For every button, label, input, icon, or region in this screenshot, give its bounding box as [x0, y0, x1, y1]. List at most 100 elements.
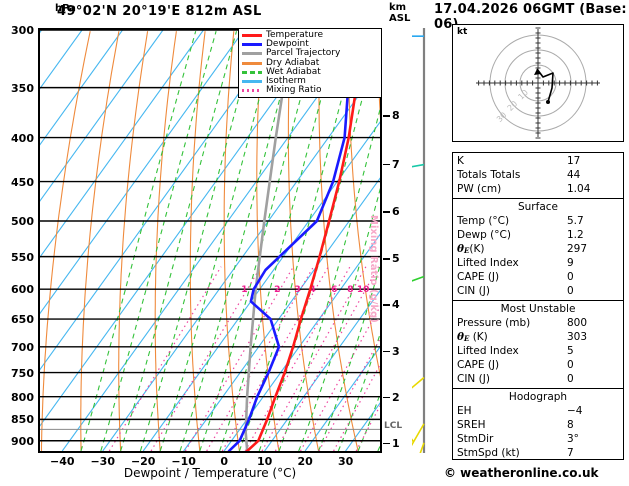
table-row-value: 0 — [567, 271, 574, 283]
legend-item: Dewpoint — [242, 40, 378, 49]
wind-barb — [419, 442, 425, 453]
legend-label: Isotherm — [266, 76, 306, 87]
pressure-tick-label: 550 — [11, 250, 34, 264]
height-tick-mark — [383, 163, 390, 166]
height-unit-km: km — [389, 2, 407, 13]
legend-item: Parcel Trajectory — [242, 49, 378, 58]
legend-label: Parcel Trajectory — [266, 48, 341, 59]
pressure-tick-label: 500 — [11, 214, 34, 228]
table-row: Dewp (°C) 1.2 — [453, 228, 623, 242]
legend-color-swatch — [242, 52, 262, 56]
svg-text:10: 10 — [357, 285, 370, 295]
table-row-label: CAPE (J) — [457, 359, 500, 371]
table-section-surface: Surface Temp (°C) 5.7 Dewp (°C) 1.2 θE(K) 297 L… — [453, 199, 623, 301]
table-row: Temp (°C) 5.7 — [453, 214, 623, 228]
legend-item: Mixing Ratio — [242, 86, 378, 95]
lcl-marker: LCL — [384, 421, 403, 431]
table-row-value: 0 — [567, 285, 574, 297]
table-row-label: Dewp (°C) — [457, 229, 511, 241]
table-row-label: Lifted Index — [457, 257, 519, 269]
height-tick-mark — [383, 442, 390, 445]
table-row-value: 1.04 — [567, 183, 591, 195]
height-tick-mark — [383, 350, 390, 353]
legend-item: Temperature — [242, 31, 378, 40]
hodograph-trace — [536, 68, 554, 103]
table-row-label: CIN (J) — [457, 373, 490, 385]
wind-barb — [412, 275, 425, 282]
hodograph-ring-label: 10 — [516, 88, 530, 102]
footer-credit: © weatheronline.co.uk — [444, 466, 599, 480]
pressure-tick-label: 750 — [11, 366, 34, 380]
table-section-header: Hodograph — [508, 391, 568, 403]
table-section-most-unstable: Most Unstable Pressure (mb) 800 θE (K) 303 Li… — [453, 301, 623, 389]
table-row: EH −4 — [453, 404, 623, 418]
pressure-tick-label: 900 — [11, 434, 34, 448]
table-row: Lifted Index 9 — [453, 256, 623, 270]
height-unit-label: km ASL — [389, 2, 410, 24]
legend-label: Temperature — [266, 30, 324, 41]
height-tick-label: 1 — [392, 436, 400, 450]
table-row-label: Temp (°C) — [457, 215, 510, 227]
dry-adiabat-lines — [40, 31, 380, 451]
table-row: θE (K) 303 — [453, 330, 623, 344]
table-row-value: 1.2 — [567, 229, 584, 241]
table-row: CAPE (J) 0 — [453, 270, 623, 284]
legend-item: Wet Adiabat — [242, 67, 378, 77]
mixing-ratio-axis-title: Mixing Ratio (g/kg) — [368, 215, 379, 323]
legend-label: Dry Adiabat — [266, 57, 320, 68]
table-row-label: SREH — [457, 419, 486, 431]
table-row-value: 0 — [567, 359, 574, 371]
table-row: Lifted Index 5 — [453, 344, 623, 358]
table-row-value: 800 — [567, 317, 588, 329]
table-section-hodograph: Hodograph EH −4 SREH 8 StmDir 3° StmSpd (kt) 7 — [453, 389, 623, 462]
table-row: StmDir 3° — [453, 432, 623, 446]
table-row-value: 0 — [567, 373, 574, 385]
mixing-ratio-labels: 1 2 3 4 6 8 10 — [241, 285, 369, 295]
svg-text:4: 4 — [309, 285, 315, 295]
pressure-tick-label: 350 — [11, 81, 34, 95]
pressure-tick-label: 800 — [11, 390, 34, 404]
table-row-value: 8 — [567, 419, 574, 431]
table-row-label: Totals Totals — [457, 169, 521, 181]
temperature-tick-label: −10 — [171, 455, 196, 468]
legend-item: Dry Adiabat — [242, 57, 378, 68]
sounding-indices-table: K 17 Totals Totals 44 PW (cm) 1.04 Surface Tem… — [452, 152, 624, 460]
legend-color-swatch — [242, 43, 262, 47]
height-tick-label: 4 — [392, 298, 400, 312]
svg-text:6: 6 — [331, 285, 337, 295]
hodograph-arrow — [534, 69, 541, 75]
dewpoint-curve — [227, 30, 351, 451]
legend-label: Mixing Ratio — [266, 85, 322, 96]
table-row-value: 297 — [567, 243, 588, 255]
wind-barb-column — [412, 28, 426, 453]
table-row-label: StmDir — [457, 433, 494, 445]
height-tick-mark — [383, 304, 390, 306]
pressure-tick-label: 650 — [11, 313, 34, 327]
skewt-plot[interactable]: 1 2 3 4 6 8 10 — [38, 28, 382, 453]
legend-label: Dewpoint — [266, 39, 309, 50]
wind-barb — [412, 35, 424, 37]
table-row-value: 17 — [567, 155, 581, 167]
page-title: 49°02'N 20°19'E 812m ASL — [57, 4, 262, 19]
height-tick-mark — [383, 396, 390, 399]
mixing-ratio-lines — [108, 266, 380, 451]
svg-text:3: 3 — [294, 285, 300, 295]
hodograph-panel[interactable]: kt 10 20 30 — [452, 24, 624, 142]
table-row-label: θE (K) — [457, 331, 488, 343]
legend-item: Isotherm — [242, 77, 378, 86]
table-row-value: 7 — [567, 447, 574, 459]
height-tick-label: 3 — [392, 344, 400, 358]
table-row: StmSpd (kt) 7 — [453, 446, 623, 460]
table-row-label: Pressure (mb) — [457, 317, 531, 329]
height-tick-mark — [383, 115, 390, 117]
pressure-tick-label: 600 — [11, 283, 34, 297]
legend-color-swatch — [242, 61, 262, 65]
temperature-tick-label: −20 — [130, 455, 156, 468]
table-row-label: Lifted Index — [457, 345, 519, 357]
table-row: Pressure (mb) 800 — [453, 316, 623, 330]
svg-text:1: 1 — [241, 285, 247, 295]
table-row: K 17 — [453, 154, 623, 168]
temperature-curve — [245, 30, 367, 451]
table-row: CAPE (J) 0 — [453, 358, 623, 372]
pressure-tick-label: 850 — [11, 413, 34, 427]
